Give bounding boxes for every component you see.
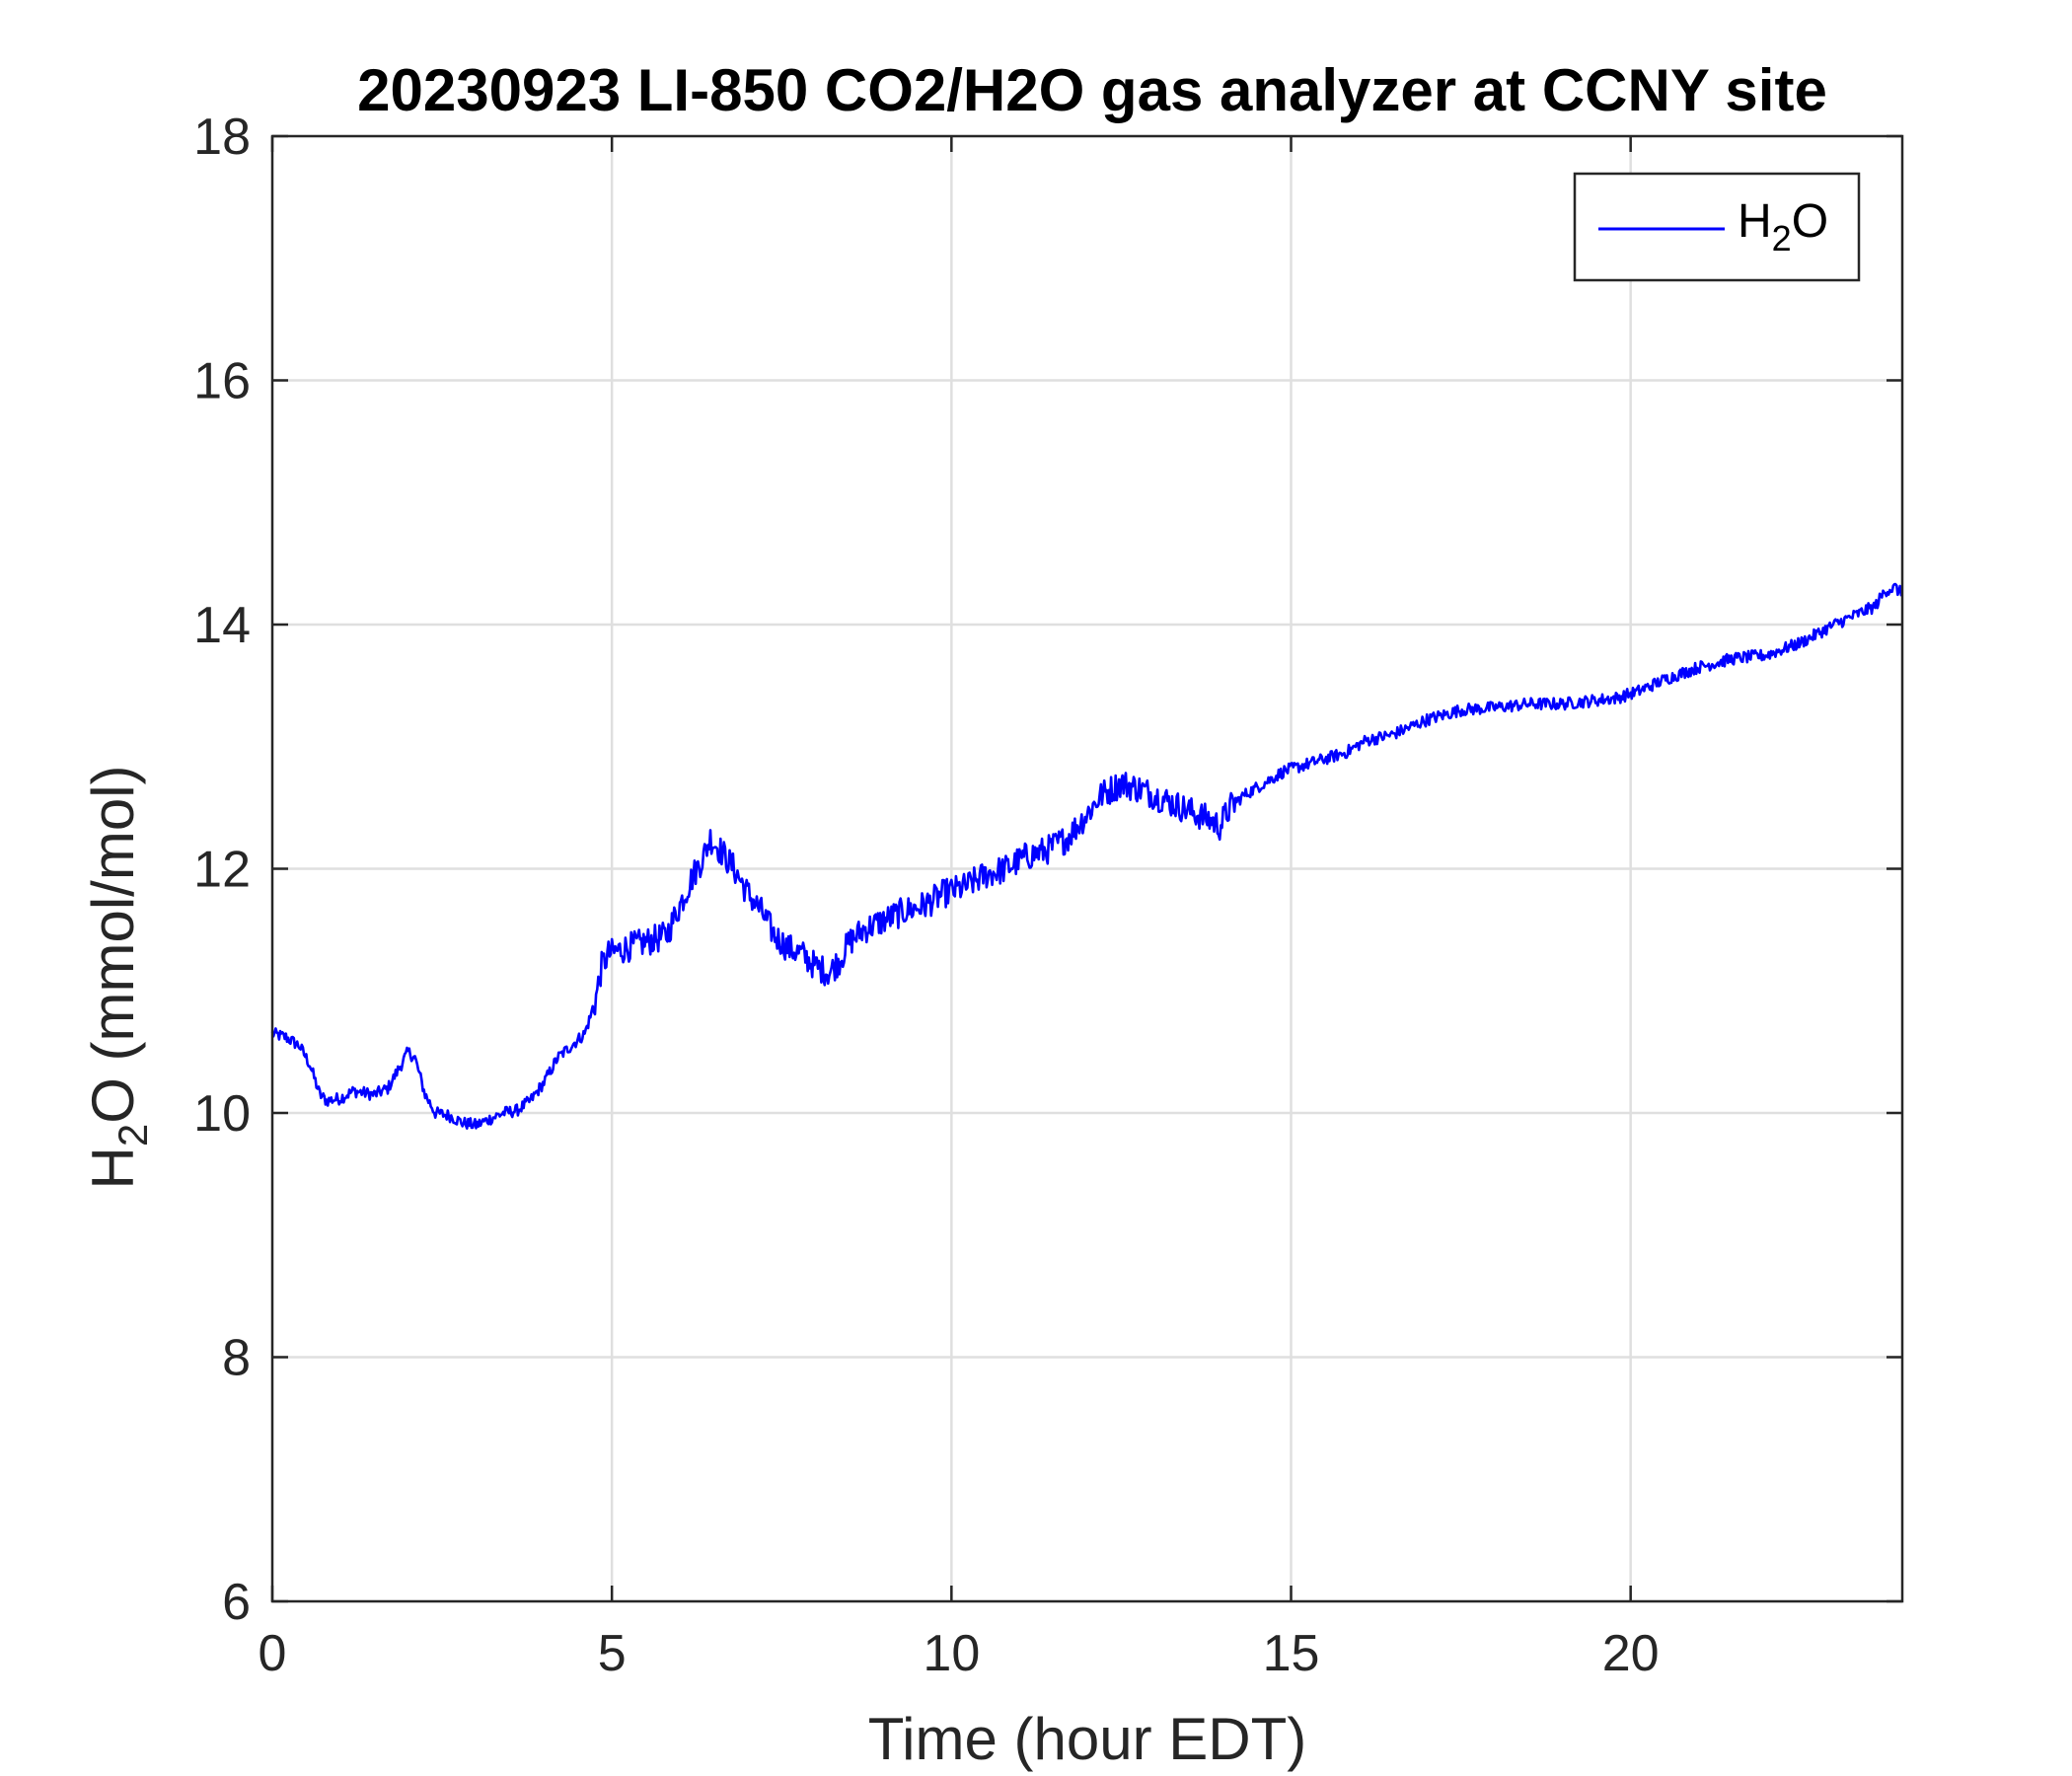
x-tick-label: 10	[923, 1625, 980, 1682]
legend-box	[1573, 172, 1861, 282]
x-axis-label: Time (hour EDT)	[868, 1706, 1307, 1772]
y-axis-label: H2O (mmol/mol)	[80, 765, 156, 1189]
x-tick-labels: 0 5 10 15 20	[259, 1625, 1660, 1682]
y-tick-label: 18	[193, 109, 251, 166]
y-tick-label: 16	[193, 353, 251, 410]
y-tick-label: 14	[193, 597, 251, 654]
series-line-h2o	[270, 582, 1903, 1130]
y-tick-label: 12	[193, 842, 251, 899]
legend-label-h2o: H2O	[1738, 195, 1828, 259]
legend-label-rest: O	[1792, 195, 1828, 248]
tick-layer	[270, 134, 1902, 1603]
y-axis-label-base: H	[80, 1147, 146, 1189]
y-axis-label-rest: O (mmol/mol)	[80, 765, 146, 1123]
grid	[272, 136, 1902, 1601]
x-tick-label: 5	[598, 1625, 627, 1682]
legend-label-subscript: 2	[1772, 218, 1792, 259]
x-tick-label: 0	[259, 1625, 287, 1682]
chart-title: 20230923 LI-850 CO2/H2O gas analyzer at …	[357, 57, 1827, 123]
y-tick-label: 10	[193, 1085, 251, 1143]
y-tick-label: 6	[222, 1574, 251, 1631]
x-tick-label: 15	[1263, 1625, 1320, 1682]
y-axis-label-subscript: 2	[110, 1124, 156, 1147]
x-tick-label: 20	[1602, 1625, 1660, 1682]
series-layer	[270, 582, 1903, 1130]
legend-label-base: H	[1738, 195, 1772, 248]
y-tick-labels: 6 8 10 12 14 16 18	[193, 109, 251, 1631]
y-tick-label: 8	[222, 1330, 251, 1387]
legend: H2O	[1573, 172, 1861, 282]
